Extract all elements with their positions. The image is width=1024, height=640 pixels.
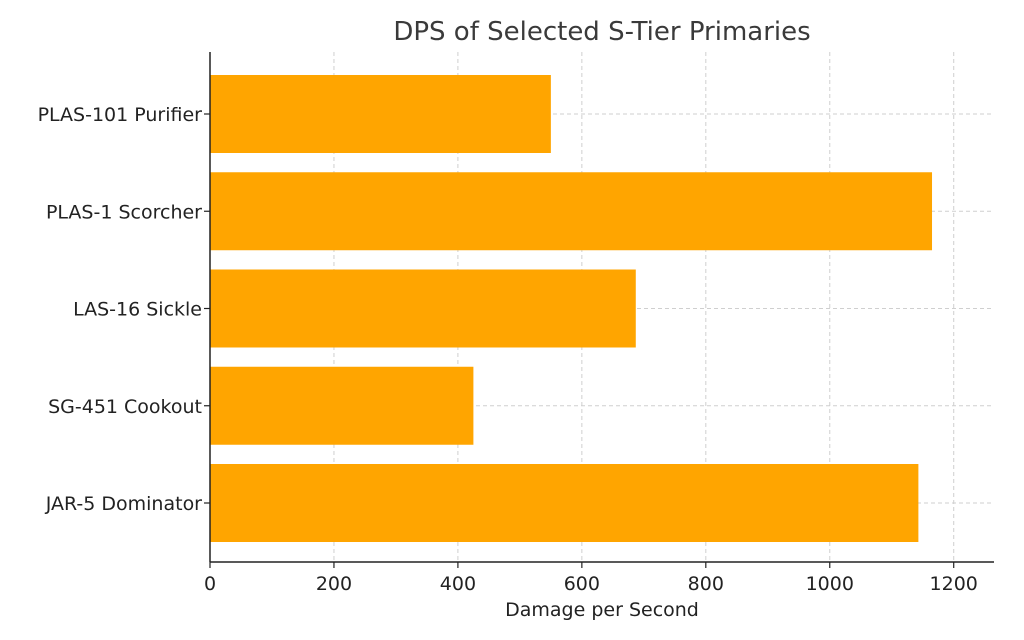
chart-title: DPS of Selected S-Tier Primaries xyxy=(393,17,810,47)
y-tick-label: SG-451 Cookout xyxy=(48,396,202,418)
x-tick-label: 0 xyxy=(204,573,216,595)
bar-las-16-sickle xyxy=(210,269,636,348)
x-tick-layer: 0 200 400 600 800 1000 1200 xyxy=(204,562,978,595)
x-tick-label: 400 xyxy=(440,573,476,595)
x-tick-label: 1000 xyxy=(806,573,854,595)
x-tick-label: 800 xyxy=(688,573,724,595)
y-tick-label: PLAS-101 Purifier xyxy=(38,104,203,126)
bar-sg-451-cookout xyxy=(210,366,474,445)
x-tick-label: 1200 xyxy=(930,573,978,595)
bar-plas-1-scorcher xyxy=(210,172,933,251)
bar-layer xyxy=(210,75,933,542)
x-tick-label: 200 xyxy=(316,573,352,595)
y-tick-label: JAR-5 Dominator xyxy=(45,493,202,515)
bar-jar-5-dominator xyxy=(210,464,919,542)
bar-plas-101-purifier xyxy=(210,75,551,153)
axis-layer xyxy=(209,52,994,563)
y-tick-label: LAS-16 Sickle xyxy=(73,299,202,321)
x-axis-label: Damage per Second xyxy=(505,599,699,621)
y-tick-layer: PLAS-101 Purifier PLAS-1 Scorcher LAS-16 S… xyxy=(38,104,210,515)
x-tick-label: 600 xyxy=(564,573,600,595)
y-tick-label: PLAS-1 Scorcher xyxy=(46,201,202,223)
